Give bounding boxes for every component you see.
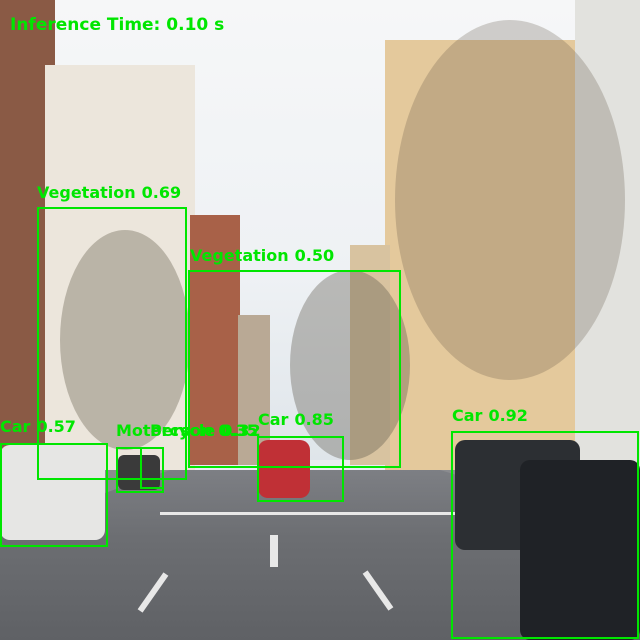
building-right-yellow — [385, 40, 585, 480]
car-dark-right-2 — [520, 460, 640, 640]
tree-center — [290, 270, 410, 460]
lane-line-crosswalk — [160, 512, 460, 515]
building-left-red — [190, 215, 240, 465]
motorcycle — [118, 455, 160, 490]
car-white-left — [0, 445, 105, 540]
tree-right — [395, 20, 625, 380]
building-right-white — [575, 0, 640, 480]
building-left-white — [45, 65, 195, 480]
car-red-center — [258, 440, 310, 498]
building-right-far — [350, 245, 390, 465]
tree-left — [60, 230, 190, 450]
lane-arrow-center — [270, 535, 278, 567]
